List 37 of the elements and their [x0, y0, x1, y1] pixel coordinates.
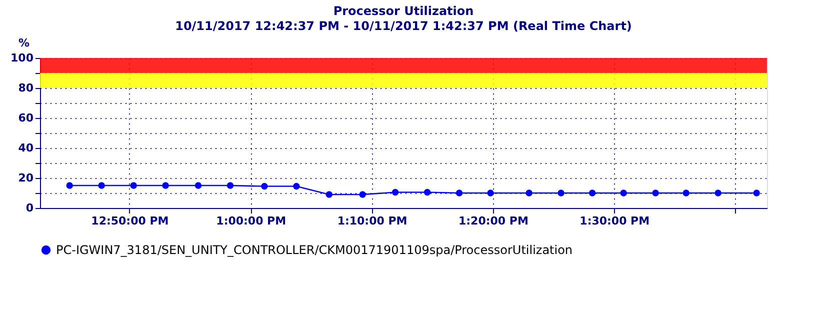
- point: [359, 191, 366, 198]
- point: [162, 182, 169, 189]
- point: [682, 190, 690, 196]
- point: [392, 188, 399, 196]
- x-tick-label: 12:50:00 PM: [91, 214, 169, 228]
- y-tick-label: 20: [18, 172, 34, 184]
- point: [456, 190, 463, 196]
- point: [261, 182, 268, 190]
- y-tick-label: 100: [10, 52, 34, 64]
- point: [98, 182, 105, 189]
- y-tick-label: 60: [18, 112, 34, 124]
- legend-label: PC-IGWIN7_3181/SEN_UNITY_CONTROLLER/CKM00171901109spa/ProcessorUtilization: [56, 243, 573, 257]
- y-axis-title: %: [18, 36, 30, 50]
- point: [326, 191, 332, 198]
- point: [753, 190, 760, 196]
- y-tick-label: 40: [18, 142, 34, 154]
- x-tick-label: 1:20:00 PM: [458, 214, 528, 228]
- chart-subtitle: 10/11/2017 12:42:37 PM - 10/11/2017 1:42:37 PM (Real Time Chart): [175, 19, 632, 33]
- point: [526, 190, 532, 196]
- point: [293, 182, 300, 190]
- x-tick-label: 1:30:00 PM: [580, 214, 650, 228]
- point: [652, 190, 659, 196]
- point: [558, 190, 564, 196]
- y-tick-label: 80: [18, 82, 34, 94]
- point: [424, 188, 431, 196]
- point: [194, 182, 202, 189]
- point: [487, 190, 494, 196]
- chart-title: Processor Utilization: [333, 4, 474, 18]
- x-tick-label: 1:10:00 PM: [337, 214, 408, 228]
- x-tick-label: 1:00:00 PM: [216, 214, 286, 228]
- point: [588, 190, 596, 196]
- point: [620, 190, 627, 196]
- point: [226, 182, 234, 189]
- point: [714, 190, 722, 196]
- point: [66, 182, 73, 189]
- point: [130, 182, 137, 189]
- y-tick-label: 0: [26, 202, 34, 214]
